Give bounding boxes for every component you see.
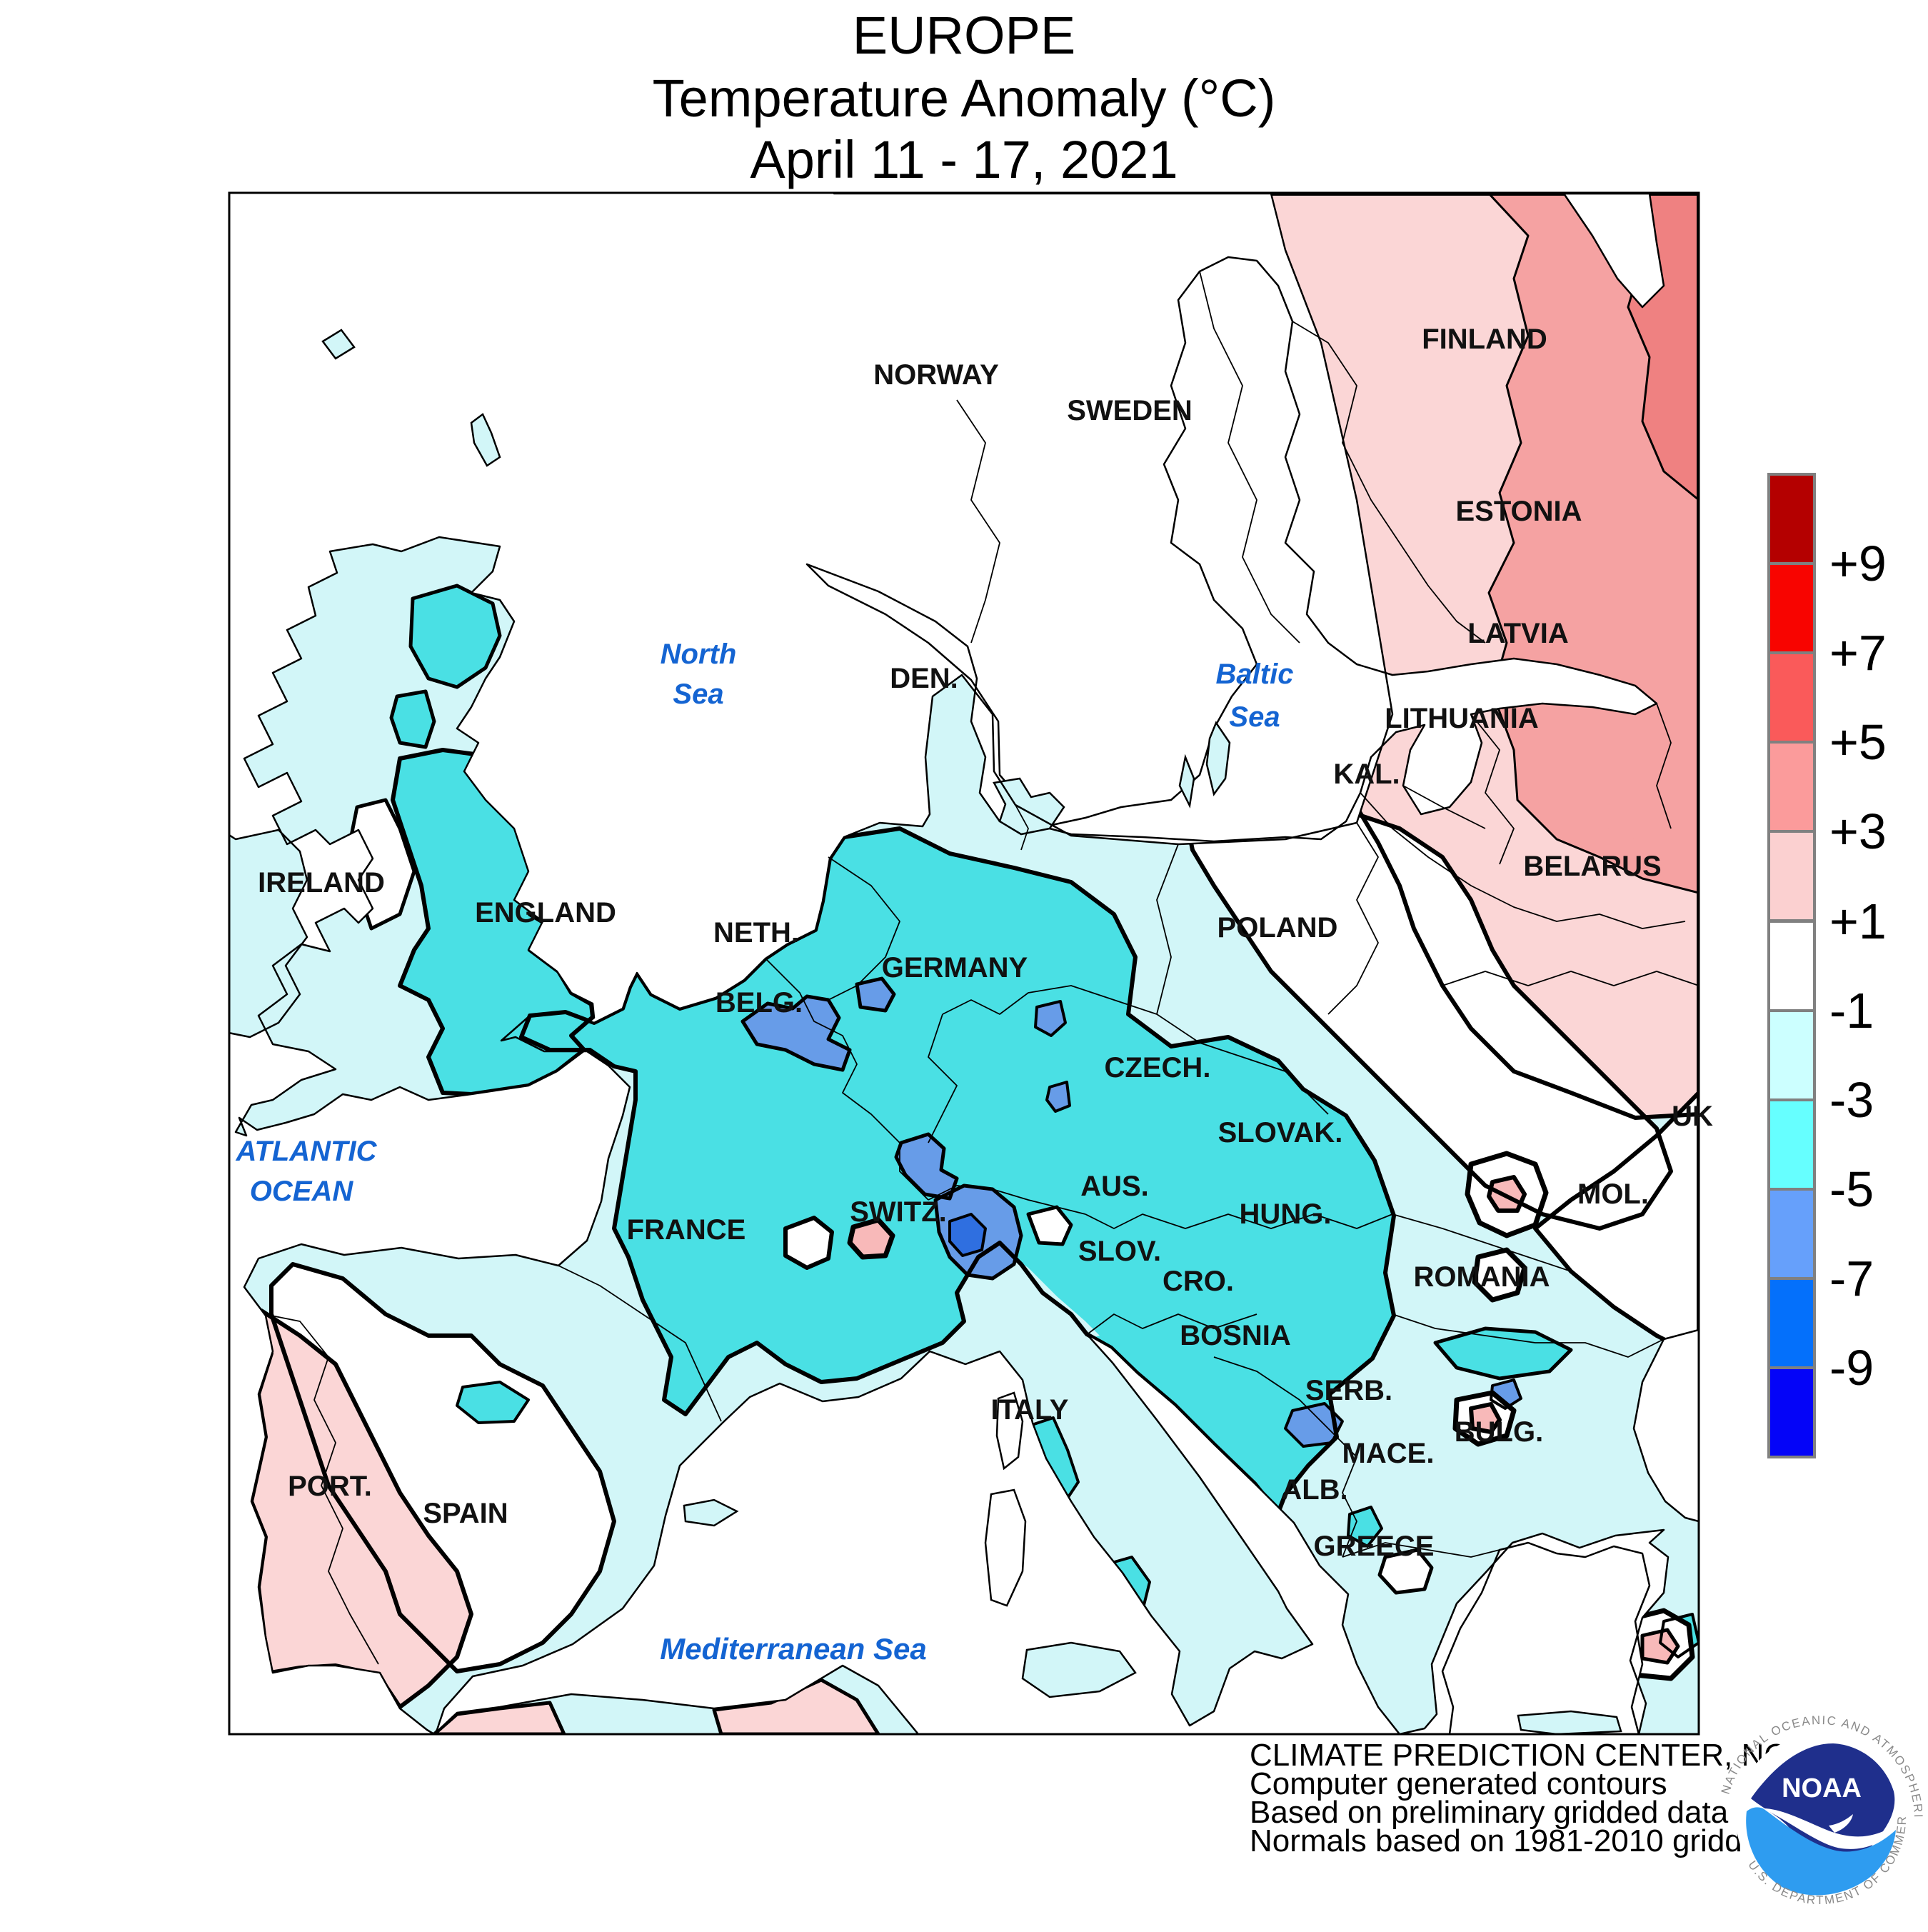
svg-text:-1: -1 — [1829, 983, 1874, 1038]
svg-text:LATVIA: LATVIA — [1467, 618, 1568, 649]
svg-text:SLOV.: SLOV. — [1078, 1236, 1161, 1267]
svg-text:KAL.: KAL. — [1333, 759, 1400, 790]
svg-text:HUNG.: HUNG. — [1240, 1198, 1332, 1230]
svg-text:ENGLAND: ENGLAND — [475, 897, 616, 929]
svg-text:GREECE: GREECE — [1314, 1531, 1435, 1562]
svg-text:Sea: Sea — [673, 679, 723, 710]
svg-text:+9: +9 — [1829, 536, 1887, 591]
svg-text:SERB.: SERB. — [1305, 1375, 1392, 1406]
svg-text:PORT.: PORT. — [288, 1471, 372, 1502]
svg-text:ROMANIA: ROMANIA — [1413, 1261, 1550, 1293]
svg-text:BELARUS: BELARUS — [1523, 851, 1661, 882]
svg-text:POLAND: POLAND — [1217, 912, 1338, 944]
svg-text:NORWAY: NORWAY — [873, 359, 999, 391]
svg-text:CLIMATE PREDICTION CENTER, NOA: CLIMATE PREDICTION CENTER, NOAA — [1250, 1738, 1831, 1773]
svg-text:Mediterranean Sea: Mediterranean Sea — [660, 1632, 927, 1666]
svg-text:LITHUANIA: LITHUANIA — [1385, 703, 1539, 734]
svg-text:DEN.: DEN. — [890, 663, 958, 694]
svg-text:NOAA: NOAA — [1782, 1773, 1862, 1803]
svg-text:EUROPE: EUROPE — [853, 6, 1076, 65]
svg-text:+5: +5 — [1829, 714, 1887, 770]
svg-text:SLOVAK.: SLOVAK. — [1218, 1117, 1343, 1148]
svg-text:UK: UK — [1672, 1101, 1713, 1132]
svg-text:FINLAND: FINLAND — [1422, 324, 1547, 355]
svg-text:OCEAN: OCEAN — [250, 1176, 354, 1207]
svg-text:BELG.: BELG. — [716, 987, 803, 1018]
svg-text:MACE.: MACE. — [1342, 1438, 1435, 1469]
svg-text:Temperature Anomaly (°C): Temperature Anomaly (°C) — [653, 69, 1276, 128]
svg-text:SWEDEN: SWEDEN — [1067, 395, 1193, 426]
svg-text:BULG.: BULG. — [1455, 1416, 1543, 1448]
svg-text:CRO.: CRO. — [1163, 1266, 1234, 1297]
svg-text:SWITZ.: SWITZ. — [850, 1196, 947, 1228]
svg-text:ALB.: ALB. — [1281, 1474, 1347, 1506]
svg-text:-7: -7 — [1829, 1251, 1874, 1306]
svg-text:ITALY: ITALY — [991, 1394, 1069, 1426]
svg-text:NETH.: NETH. — [713, 917, 799, 949]
svg-text:-9: -9 — [1829, 1340, 1874, 1396]
svg-text:+3: +3 — [1829, 804, 1887, 859]
svg-text:+7: +7 — [1829, 625, 1887, 681]
svg-text:Baltic: Baltic — [1216, 659, 1294, 690]
svg-text:MOL.: MOL. — [1577, 1178, 1649, 1210]
svg-text:ESTONIA: ESTONIA — [1455, 496, 1582, 527]
svg-text:Computer generated contours: Computer generated contours — [1250, 1766, 1667, 1801]
svg-text:April 11 - 17, 2021: April 11 - 17, 2021 — [750, 130, 1178, 189]
svg-text:BOSNIA: BOSNIA — [1180, 1320, 1291, 1351]
svg-text:FRANCE: FRANCE — [627, 1214, 746, 1246]
svg-text:GERMANY: GERMANY — [882, 952, 1028, 983]
svg-text:ATLANTIC: ATLANTIC — [236, 1136, 378, 1167]
svg-text:+1: +1 — [1829, 894, 1887, 949]
svg-text:AUS.: AUS. — [1080, 1171, 1149, 1202]
svg-text:North: North — [661, 639, 737, 670]
svg-text:-5: -5 — [1829, 1161, 1874, 1217]
svg-text:CZECH.: CZECH. — [1105, 1052, 1211, 1083]
svg-text:SPAIN: SPAIN — [423, 1498, 508, 1529]
svg-text:Sea: Sea — [1229, 701, 1280, 733]
svg-text:Based on preliminary gridded d: Based on preliminary gridded data — [1250, 1795, 1729, 1830]
svg-text:-3: -3 — [1829, 1072, 1874, 1128]
svg-text:IRELAND: IRELAND — [258, 867, 385, 899]
